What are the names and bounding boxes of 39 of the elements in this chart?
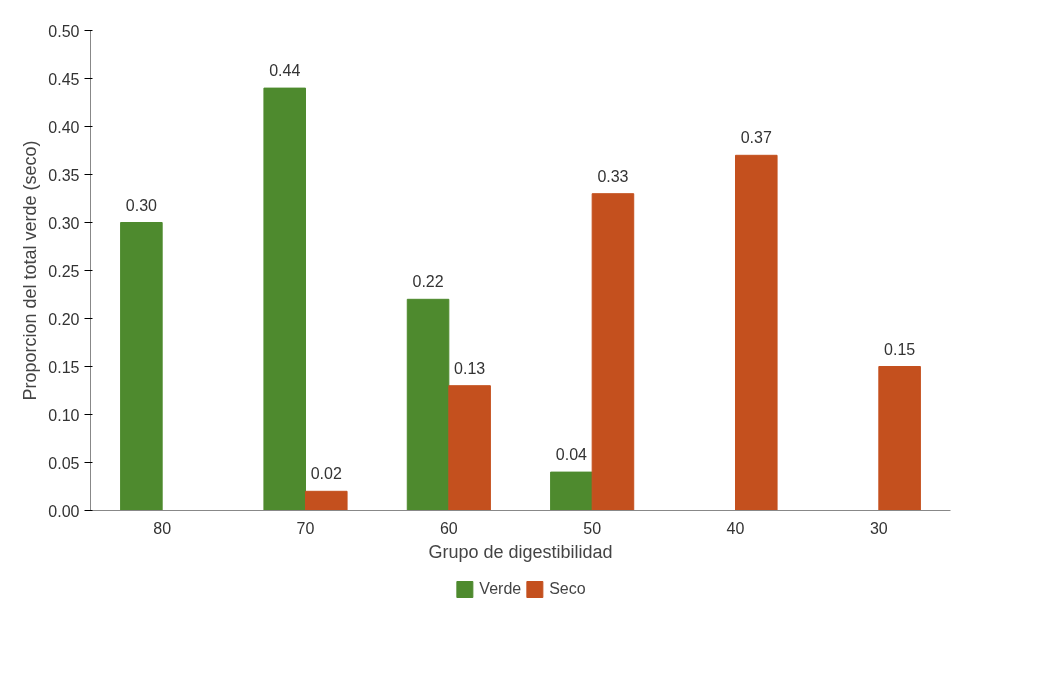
data-label: 0.04 xyxy=(555,446,588,464)
x-tick-label: 60 xyxy=(439,519,458,537)
y-tick-label: 0.30 xyxy=(48,214,80,232)
bar xyxy=(878,366,921,511)
bar xyxy=(120,222,163,511)
data-label: 0.22 xyxy=(412,273,444,291)
data-label: 0.15 xyxy=(884,340,916,358)
bar xyxy=(735,154,778,511)
bar xyxy=(305,490,348,511)
legend-label: Verde xyxy=(479,580,522,598)
x-tick-label: 40 xyxy=(726,519,745,537)
y-tick-label: 0.00 xyxy=(48,502,80,520)
y-tick-label: 0.20 xyxy=(48,310,80,328)
y-tick-label: 0.15 xyxy=(48,358,80,376)
x-tick-label: 50 xyxy=(583,519,602,537)
data-label: 0.44 xyxy=(269,62,301,80)
data-label: 0.30 xyxy=(125,196,158,214)
bar xyxy=(406,298,450,511)
data-label: 0.02 xyxy=(310,465,342,483)
x-tick-label: 80 xyxy=(153,519,172,537)
data-label: 0.33 xyxy=(597,167,629,185)
y-tick-label: 0.25 xyxy=(48,262,80,280)
y-tick-label: 0.05 xyxy=(48,454,80,472)
legend-label: Seco xyxy=(549,580,586,598)
x-tick-label: 30 xyxy=(869,519,888,537)
bar xyxy=(550,471,593,511)
y-tick-label: 0.40 xyxy=(48,118,80,136)
x-axis-title: Grupo de digestibilidad xyxy=(428,541,613,562)
y-tick-label: 0.10 xyxy=(48,406,80,424)
bar xyxy=(263,87,306,511)
y-tick-label: 0.35 xyxy=(48,166,80,184)
y-tick-label: 0.45 xyxy=(48,70,80,88)
bar xyxy=(448,385,491,511)
x-tick-label: 70 xyxy=(296,519,315,537)
y-tick-label: 0.50 xyxy=(48,22,80,40)
data-label: 0.37 xyxy=(740,129,772,147)
data-label: 0.13 xyxy=(454,359,486,377)
y-axis-title: Proporcion del total verde (seco) xyxy=(20,140,41,401)
bar xyxy=(591,193,635,511)
